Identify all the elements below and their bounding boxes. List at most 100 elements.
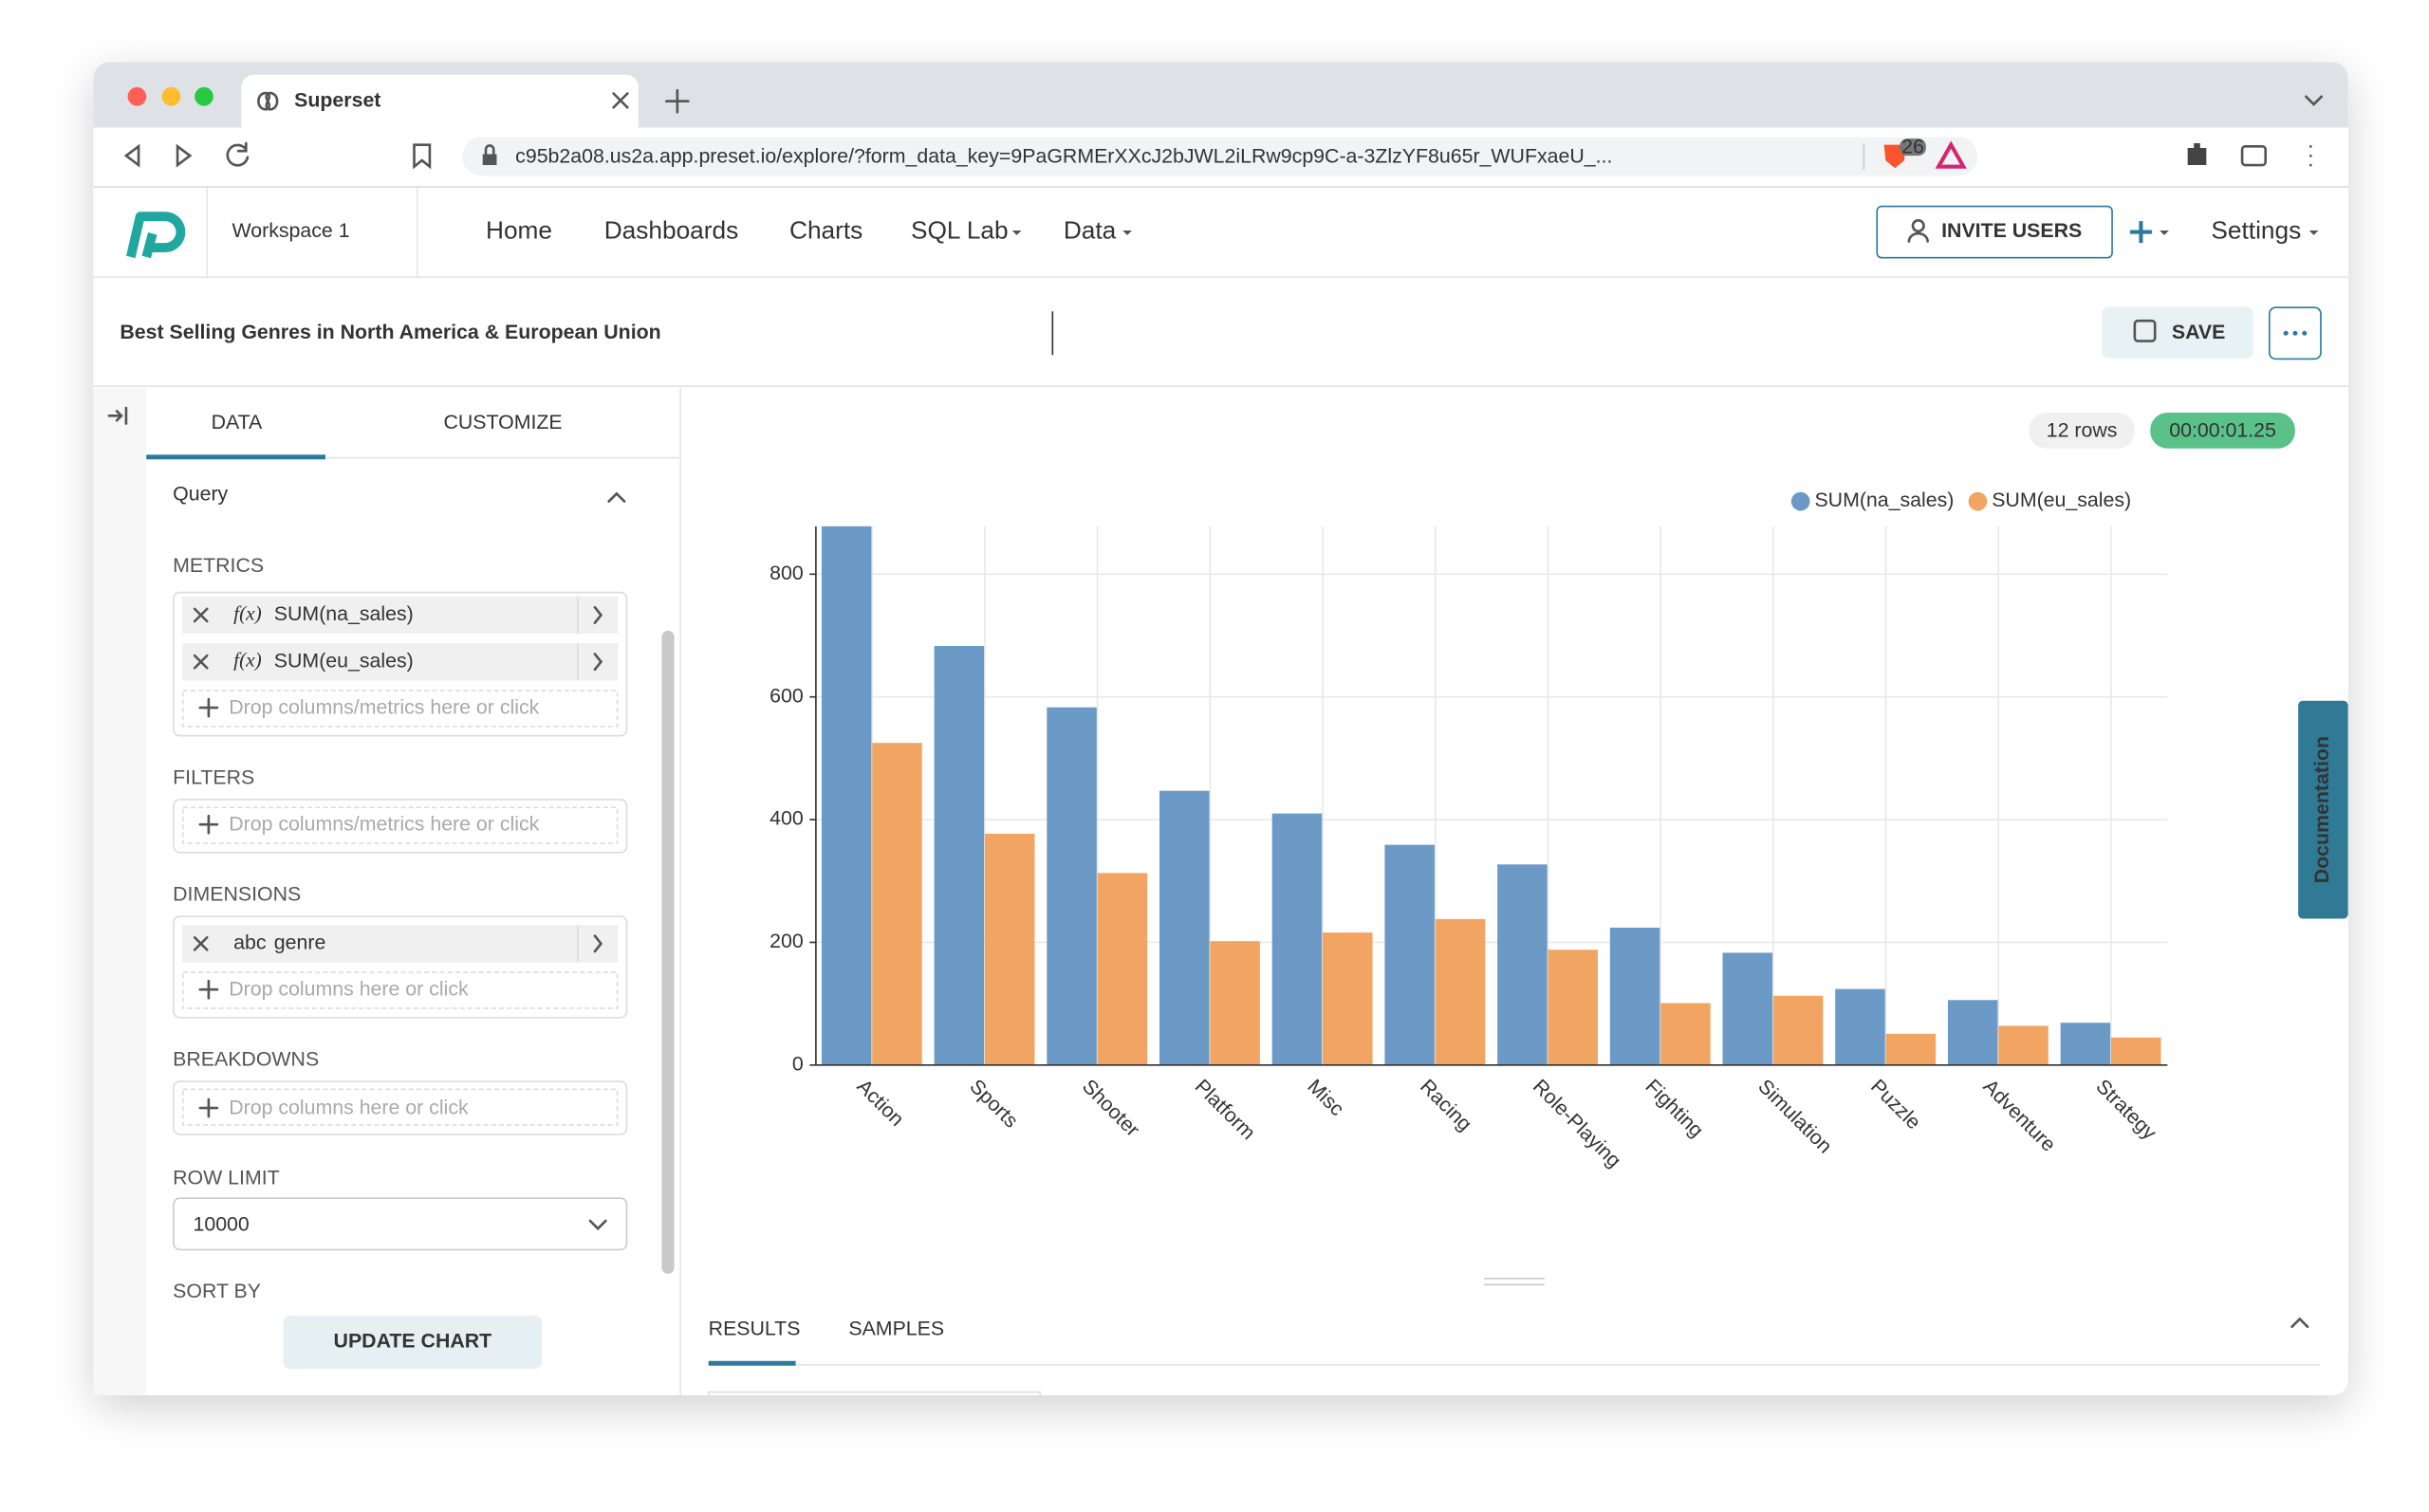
extensions-button[interactable] <box>2187 143 2207 166</box>
remove-icon[interactable] <box>193 654 209 670</box>
metric-pill[interactable] <box>182 642 619 681</box>
y-tick-label: 200 <box>769 930 804 952</box>
address-bar[interactable] <box>462 137 1978 176</box>
collapse-rail <box>93 387 147 1395</box>
control-label: FILTERS <box>173 765 254 788</box>
save-label: SAVE <box>2172 321 2225 343</box>
new-button[interactable] <box>2129 221 2152 244</box>
wallet-button[interactable] <box>2240 144 2268 167</box>
lock-shackle <box>484 144 495 156</box>
nav-item[interactable]: Home <box>486 216 552 245</box>
user-icon-body <box>1907 231 1929 243</box>
documentation-tab[interactable] <box>2298 700 2348 919</box>
bar <box>2110 1037 2161 1065</box>
bar <box>1210 941 1260 1065</box>
legend-label: SUM(eu_sales) <box>1992 489 2131 511</box>
control-label: METRICS <box>173 554 264 577</box>
pill-arrow <box>593 653 603 672</box>
drop-hint: Drop columns here or click <box>229 978 469 1001</box>
row-limit-select[interactable] <box>173 1197 628 1251</box>
close-tab[interactable] <box>612 92 629 109</box>
bar <box>934 646 985 1065</box>
drop-zone[interactable] <box>182 690 619 728</box>
results-collapse[interactable] <box>2290 1317 2309 1328</box>
results-tab[interactable]: SAMPLES <box>848 1318 944 1340</box>
drop-zone[interactable] <box>182 806 619 844</box>
close-window[interactable] <box>127 86 147 106</box>
results-table-edge <box>707 1391 1042 1395</box>
query-time: 00:00:01.25 <box>2169 418 2276 441</box>
nav-item[interactable]: SQL Lab <box>911 216 1009 245</box>
nav-item[interactable]: Data <box>1064 216 1117 245</box>
y-tick-label: 800 <box>769 562 804 584</box>
pill-arrow <box>593 934 603 953</box>
tab-list[interactable] <box>2305 95 2324 106</box>
plus-icon <box>198 979 219 1000</box>
bar <box>1097 873 1148 1065</box>
bookmark-button[interactable] <box>413 143 432 170</box>
dimension-pill[interactable] <box>182 925 619 963</box>
pill-arrow <box>593 605 603 624</box>
nav-item[interactable]: Charts <box>789 216 862 245</box>
badge-bg <box>1900 138 1926 157</box>
bar <box>1159 790 1210 1065</box>
caret <box>2160 230 2169 235</box>
panel-tab[interactable]: CUSTOMIZE <box>443 411 562 433</box>
results-tab[interactable]: RESULTS <box>709 1318 801 1340</box>
settings-menu[interactable]: Settings <box>2211 216 2301 245</box>
drop-zone[interactable] <box>182 1088 619 1126</box>
drop-hint: Drop columns/metrics here or click <box>229 813 539 836</box>
active-tab[interactable] <box>241 74 639 128</box>
fx-icon: f(x) <box>233 601 262 624</box>
caret <box>2308 230 2319 235</box>
rows-pill <box>2029 413 2135 449</box>
lock-icon <box>482 154 497 166</box>
bar <box>2060 1023 2111 1065</box>
resize-handle[interactable] <box>1483 1277 1545 1286</box>
reload-button[interactable] <box>226 141 250 167</box>
metric-name: SUM(eu_sales) <box>274 649 414 672</box>
update-button[interactable] <box>283 1316 543 1369</box>
invite-button[interactable] <box>1876 205 2113 259</box>
brave-rewards[interactable] <box>1935 140 1967 169</box>
forward-button[interactable] <box>176 143 193 168</box>
plus-icon <box>198 1097 219 1118</box>
section-title[interactable]: Query <box>173 483 228 506</box>
bar <box>1660 1003 1711 1065</box>
collapse-button[interactable] <box>107 406 128 425</box>
bar <box>1835 988 1885 1065</box>
minimize-window[interactable] <box>161 86 181 106</box>
metric-name: SUM(na_sales) <box>274 602 414 625</box>
legend-marker <box>1968 491 1988 511</box>
scrollbar[interactable] <box>661 630 675 1274</box>
drop-zone[interactable] <box>182 971 619 1009</box>
dimension-name: genre <box>274 931 326 953</box>
time-pill <box>2150 413 2295 449</box>
panel-tab[interactable]: DATA <box>212 411 263 433</box>
logo[interactable] <box>126 212 186 259</box>
metric-pill[interactable] <box>182 596 619 635</box>
invite-label: INVITE USERS <box>1941 219 2082 242</box>
bar <box>1497 864 1548 1065</box>
active-results-tab <box>708 1360 796 1366</box>
fx-icon: f(x) <box>233 649 262 672</box>
control-label: BREAKDOWNS <box>173 1048 319 1071</box>
new-tab[interactable] <box>665 88 690 114</box>
maximize-window[interactable] <box>195 86 213 106</box>
bar <box>1435 918 1486 1065</box>
bar <box>1609 927 1660 1065</box>
workspace-name[interactable]: Workspace 1 <box>232 219 350 242</box>
bar <box>872 743 922 1065</box>
remove-icon[interactable] <box>193 935 209 951</box>
back-button[interactable] <box>123 143 140 168</box>
bar <box>821 526 872 1065</box>
nav-item[interactable]: Dashboards <box>604 216 739 245</box>
bar <box>1271 813 1323 1065</box>
chart-title[interactable]: Best Selling Genres in North America & E… <box>120 321 660 343</box>
drop-hint: Drop columns here or click <box>229 1096 469 1118</box>
section-collapse[interactable] <box>607 491 626 503</box>
bar <box>984 833 1035 1065</box>
remove-icon[interactable] <box>193 607 209 623</box>
bar <box>1548 950 1598 1065</box>
